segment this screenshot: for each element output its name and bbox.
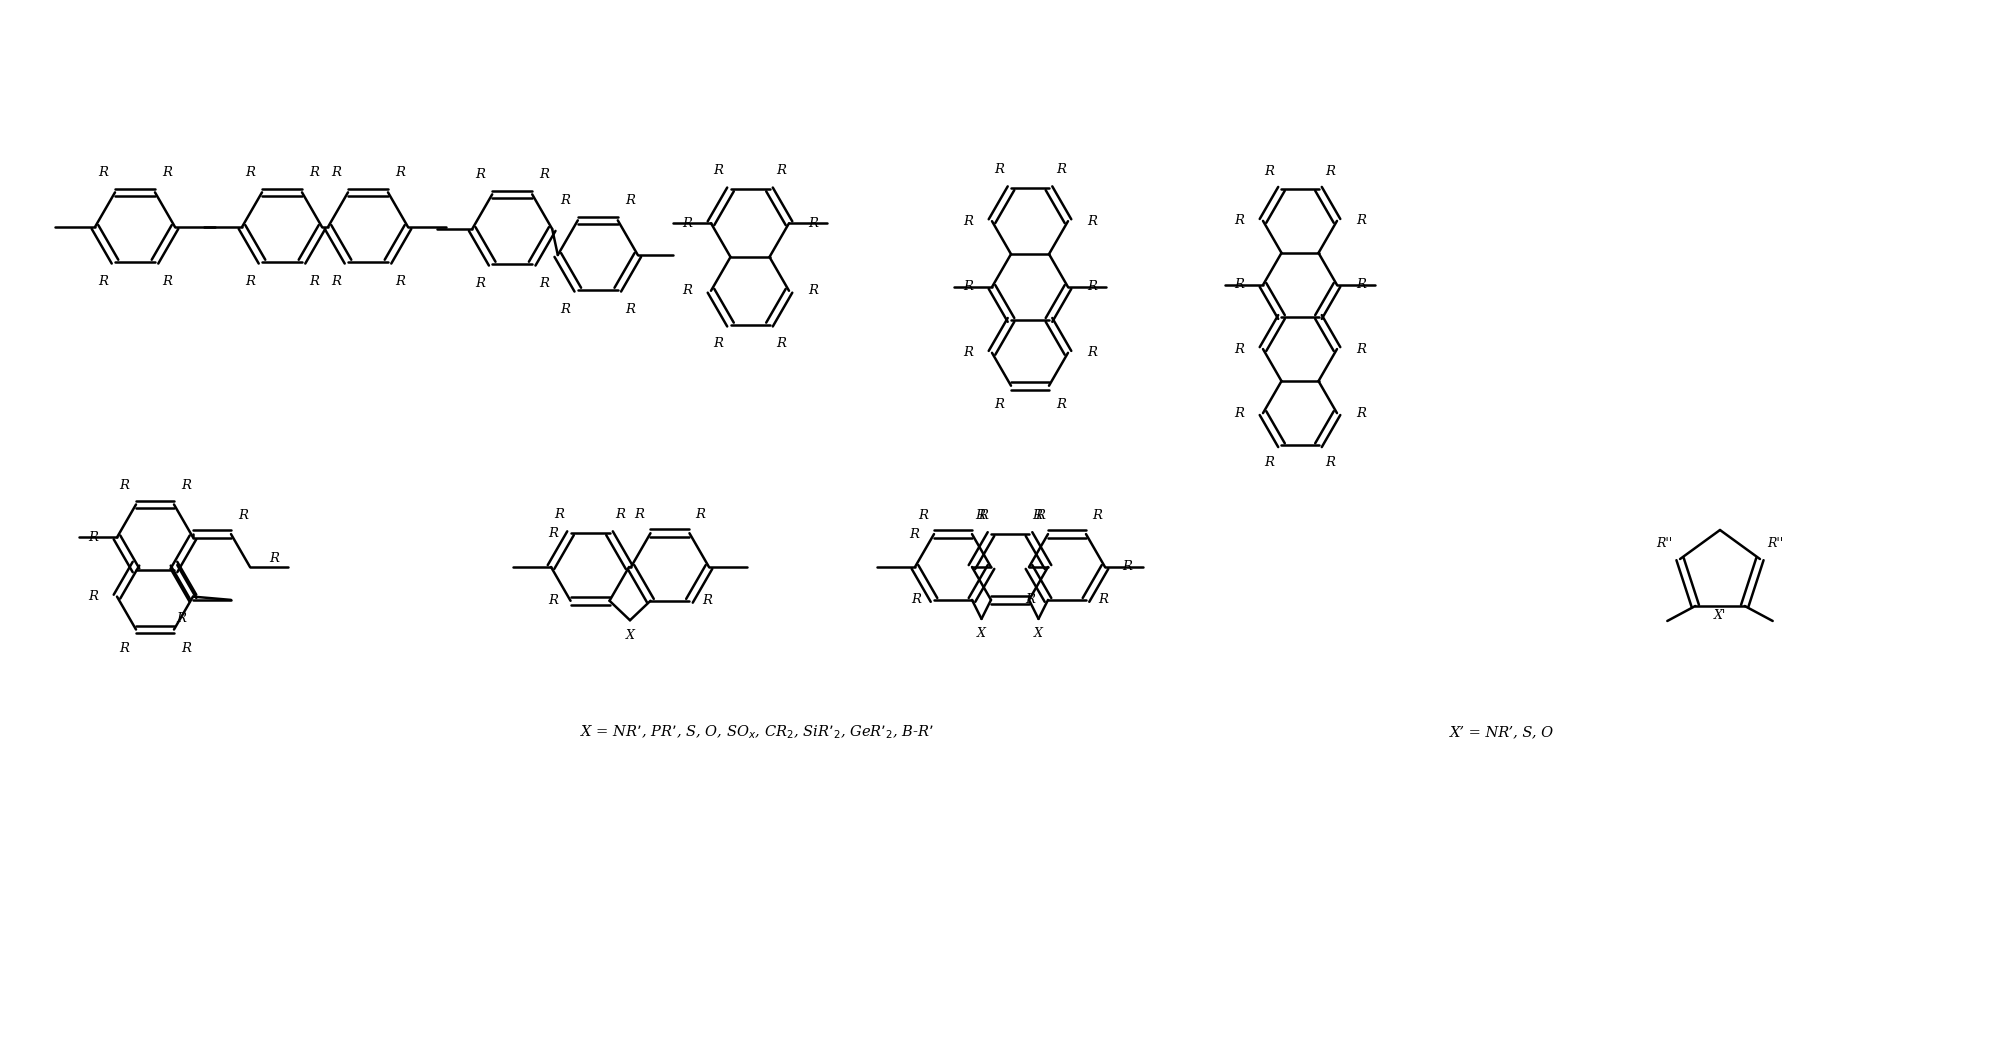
Text: R: R xyxy=(237,509,247,521)
Text: R: R xyxy=(624,303,634,316)
Text: R: R xyxy=(1234,342,1244,356)
Text: R: R xyxy=(538,169,548,181)
Text: R: R xyxy=(245,275,255,288)
Text: R: R xyxy=(181,642,191,654)
Text: R: R xyxy=(1087,281,1097,293)
Text: R: R xyxy=(1356,406,1366,420)
Text: R: R xyxy=(616,508,626,521)
Text: R: R xyxy=(911,594,921,606)
Text: R: R xyxy=(808,285,818,297)
Text: R: R xyxy=(808,217,818,229)
Text: R: R xyxy=(963,215,973,227)
Text: R: R xyxy=(548,527,558,539)
Text: R: R xyxy=(245,166,255,179)
Text: R: R xyxy=(776,337,786,350)
Text: R: R xyxy=(475,169,485,181)
Text: R: R xyxy=(120,480,130,492)
Text: R: R xyxy=(1025,594,1035,606)
Text: R: R xyxy=(776,164,786,177)
Text: R: R xyxy=(181,480,191,492)
Text: R: R xyxy=(175,612,185,625)
Text: R: R xyxy=(331,275,341,288)
Text: R: R xyxy=(1326,164,1336,178)
Text: R: R xyxy=(1234,406,1244,420)
Text: R: R xyxy=(120,642,130,654)
Text: R: R xyxy=(1099,594,1109,606)
Text: R: R xyxy=(88,591,98,603)
Text: R: R xyxy=(714,164,724,177)
Text: R: R xyxy=(1123,560,1133,574)
Text: R: R xyxy=(1264,456,1274,469)
Text: X = NR’, PR’, S, O, SO$_x$, CR$_2$, SiR’$_2$, GeR’$_2$, B-R’: X = NR’, PR’, S, O, SO$_x$, CR$_2$, SiR’… xyxy=(580,723,933,741)
Text: R: R xyxy=(1057,163,1067,176)
Text: R: R xyxy=(909,528,919,540)
Text: R: R xyxy=(88,531,98,543)
Text: R: R xyxy=(1057,398,1067,410)
Text: R: R xyxy=(538,277,548,290)
Text: R: R xyxy=(1234,279,1244,291)
Text: R: R xyxy=(963,281,973,293)
Text: R: R xyxy=(1356,342,1366,356)
Text: R: R xyxy=(98,275,108,288)
Text: R: R xyxy=(331,166,341,179)
Text: R: R xyxy=(977,509,987,521)
Text: R: R xyxy=(682,285,692,297)
Text: X: X xyxy=(1035,627,1043,641)
Text: R: R xyxy=(1356,279,1366,291)
Text: R: R xyxy=(714,337,724,350)
Text: X': X' xyxy=(1715,609,1727,623)
Text: R: R xyxy=(634,508,644,521)
Text: R: R xyxy=(963,347,973,359)
Text: X: X xyxy=(977,627,985,641)
Text: R: R xyxy=(1264,164,1274,178)
Text: R: R xyxy=(162,275,171,288)
Text: R: R xyxy=(395,166,405,179)
Text: R: R xyxy=(1087,347,1097,359)
Text: R: R xyxy=(548,595,558,607)
Text: R: R xyxy=(917,509,927,521)
Text: R: R xyxy=(702,595,712,607)
Text: R: R xyxy=(1035,509,1045,521)
Text: R: R xyxy=(554,508,564,521)
Text: R: R xyxy=(98,166,108,179)
Text: R: R xyxy=(1033,509,1043,521)
Text: R: R xyxy=(975,509,985,521)
Text: R: R xyxy=(993,163,1003,176)
Text: R: R xyxy=(624,194,634,207)
Text: R: R xyxy=(162,166,171,179)
Text: R: R xyxy=(1087,215,1097,227)
Text: R: R xyxy=(560,303,570,316)
Text: R: R xyxy=(309,166,319,179)
Text: R: R xyxy=(682,217,692,229)
Text: R: R xyxy=(560,194,570,207)
Text: R'': R'' xyxy=(1657,537,1673,550)
Text: X’ = NR’, S, O: X’ = NR’, S, O xyxy=(1450,725,1553,739)
Text: R: R xyxy=(395,275,405,288)
Text: R'': R'' xyxy=(1767,537,1783,550)
Text: R: R xyxy=(269,552,279,564)
Text: R: R xyxy=(1326,456,1336,469)
Text: R: R xyxy=(993,398,1003,410)
Text: R: R xyxy=(1356,215,1366,227)
Text: R: R xyxy=(696,508,706,521)
Text: R: R xyxy=(1234,215,1244,227)
Text: X: X xyxy=(626,629,634,642)
Text: R: R xyxy=(1093,509,1103,521)
Text: R: R xyxy=(475,277,485,290)
Text: R: R xyxy=(309,275,319,288)
